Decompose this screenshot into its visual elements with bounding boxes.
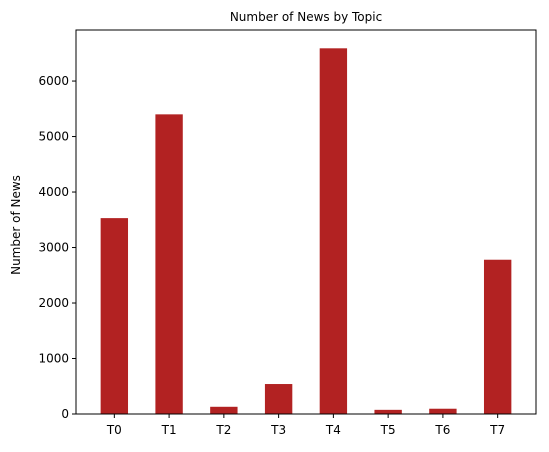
y-tick-label: 5000 [38, 130, 69, 144]
bar-t7 [483, 259, 512, 414]
y-tick-label: 3000 [38, 241, 69, 255]
bar-t6 [429, 408, 457, 414]
plot-frame [75, 29, 537, 415]
y-tick-label: 2000 [38, 296, 69, 310]
bar-t3 [264, 384, 293, 414]
x-tick-label: T4 [325, 423, 341, 437]
x-tick-label: T2 [215, 423, 231, 437]
y-tick-label: 6000 [38, 74, 69, 88]
bar-t0 [100, 218, 129, 414]
x-tick-label: T6 [434, 423, 450, 437]
x-tick-label: T3 [270, 423, 286, 437]
x-tick-label: T0 [106, 423, 122, 437]
y-tick-label: 1000 [38, 352, 69, 366]
bar-t5 [374, 409, 402, 414]
bar-t2 [210, 406, 238, 414]
bar-t1 [155, 114, 183, 414]
x-tick-label: T5 [380, 423, 396, 437]
y-tick-label: 0 [61, 407, 69, 421]
y-tick-label: 4000 [38, 185, 69, 199]
bars-layer [100, 48, 512, 415]
y-axis-label: Number of News [9, 175, 23, 275]
x-tick-label: T7 [489, 423, 505, 437]
bar-t4 [319, 48, 348, 415]
x-tick-label: T1 [161, 423, 177, 437]
chart-title: Number of News by Topic [230, 10, 382, 24]
axes-layer: T0 T1 T2 T3 T4 T5 T6 T7 0 1000 2000 3000 4000 5000 600… [38, 29, 537, 437]
